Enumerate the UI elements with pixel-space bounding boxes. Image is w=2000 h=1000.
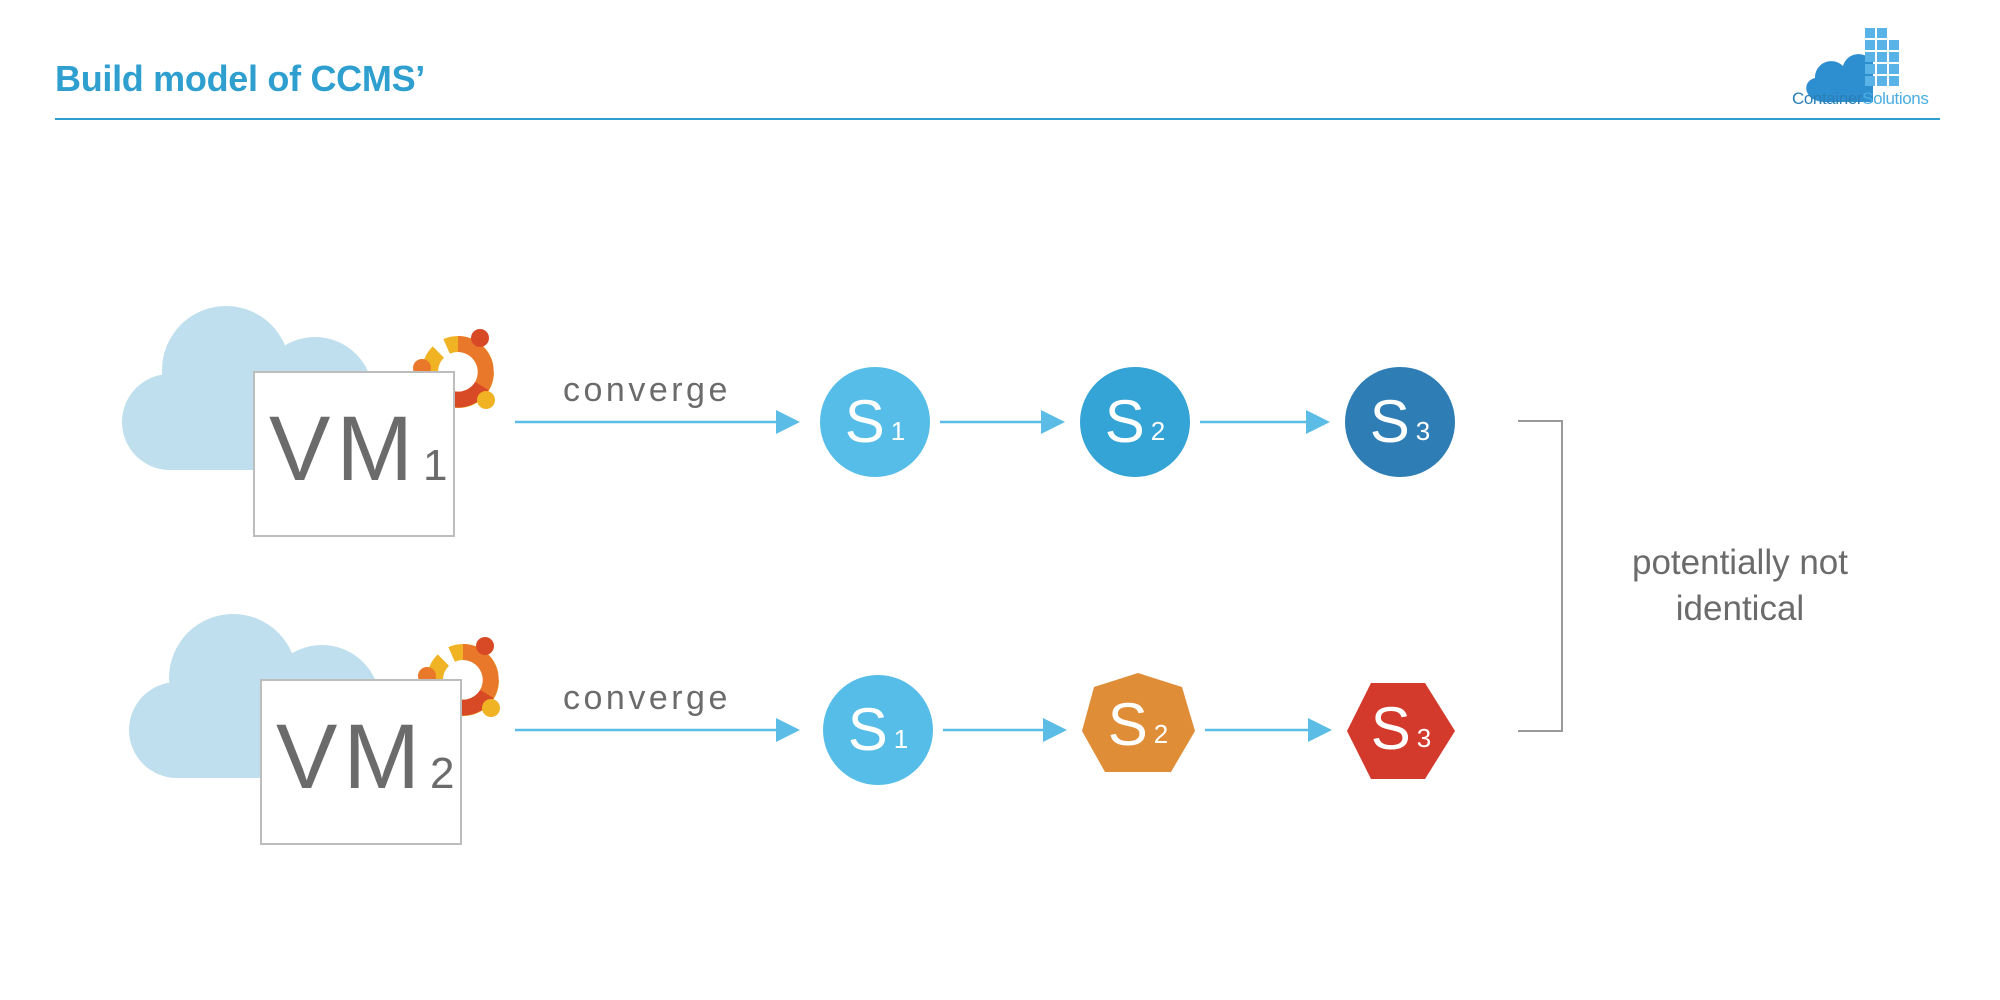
node-row1-s3-label: S — [1369, 388, 1410, 455]
logo-wordmark: ContainerSolutions — [1792, 89, 1952, 109]
vm2-name: VM — [276, 706, 426, 808]
comparison-note: potentially not identical — [1595, 540, 1885, 632]
vm1-box: VM1 — [253, 371, 455, 537]
node-row1-s2-index: 2 — [1150, 415, 1166, 446]
logo-word-container: Container — [1792, 89, 1863, 108]
title-underline — [55, 118, 1940, 120]
node-row2-s3-label: S — [1370, 695, 1411, 762]
node-row1-s3-index: 3 — [1415, 415, 1431, 446]
node-row2-s3-hexagon — [1347, 683, 1455, 779]
comparison-bracket — [1518, 420, 1563, 732]
vm2-box: VM2 — [260, 679, 462, 845]
node-row1-s2-label: S — [1104, 388, 1145, 455]
node-row2-s3-index: 3 — [1416, 722, 1432, 753]
node-row2-s1-index: 1 — [893, 723, 909, 754]
comparison-note-line1: potentially not — [1632, 543, 1848, 582]
node-row2-s2-label: S — [1107, 691, 1148, 758]
comparison-note-line2: identical — [1675, 589, 1805, 628]
node-row2-s2-heptagon — [1082, 673, 1195, 772]
arrow-vm2-to-s1 — [515, 718, 800, 742]
slide-title: Build model of CCMS’ — [55, 58, 425, 99]
converge-label-row2: converge — [563, 679, 731, 717]
node-row2-s2-index: 2 — [1153, 718, 1169, 749]
vm1-label: VM1 — [269, 403, 447, 495]
node-row2-s1-label: S — [847, 696, 888, 763]
vm1-name: VM — [269, 398, 419, 500]
arrow-row1-s2-to-s3 — [1200, 410, 1330, 434]
logo-word-solutions: Solutions — [1862, 89, 1929, 108]
converge-label-row1: converge — [563, 371, 731, 409]
arrow-vm1-to-s1 — [515, 410, 800, 434]
vm2-index: 2 — [430, 749, 455, 798]
vm1-index: 1 — [423, 441, 448, 490]
node-row1-s1-label: S — [844, 388, 885, 455]
arrow-row2-s1-to-s2 — [943, 718, 1067, 742]
vm2-label: VM2 — [276, 711, 454, 803]
arrow-row2-s2-to-s3 — [1205, 718, 1332, 742]
arrow-row1-s1-to-s2 — [940, 410, 1065, 434]
container-solutions-logo-icon — [1806, 28, 1899, 102]
node-row1-s1-index: 1 — [890, 415, 906, 446]
